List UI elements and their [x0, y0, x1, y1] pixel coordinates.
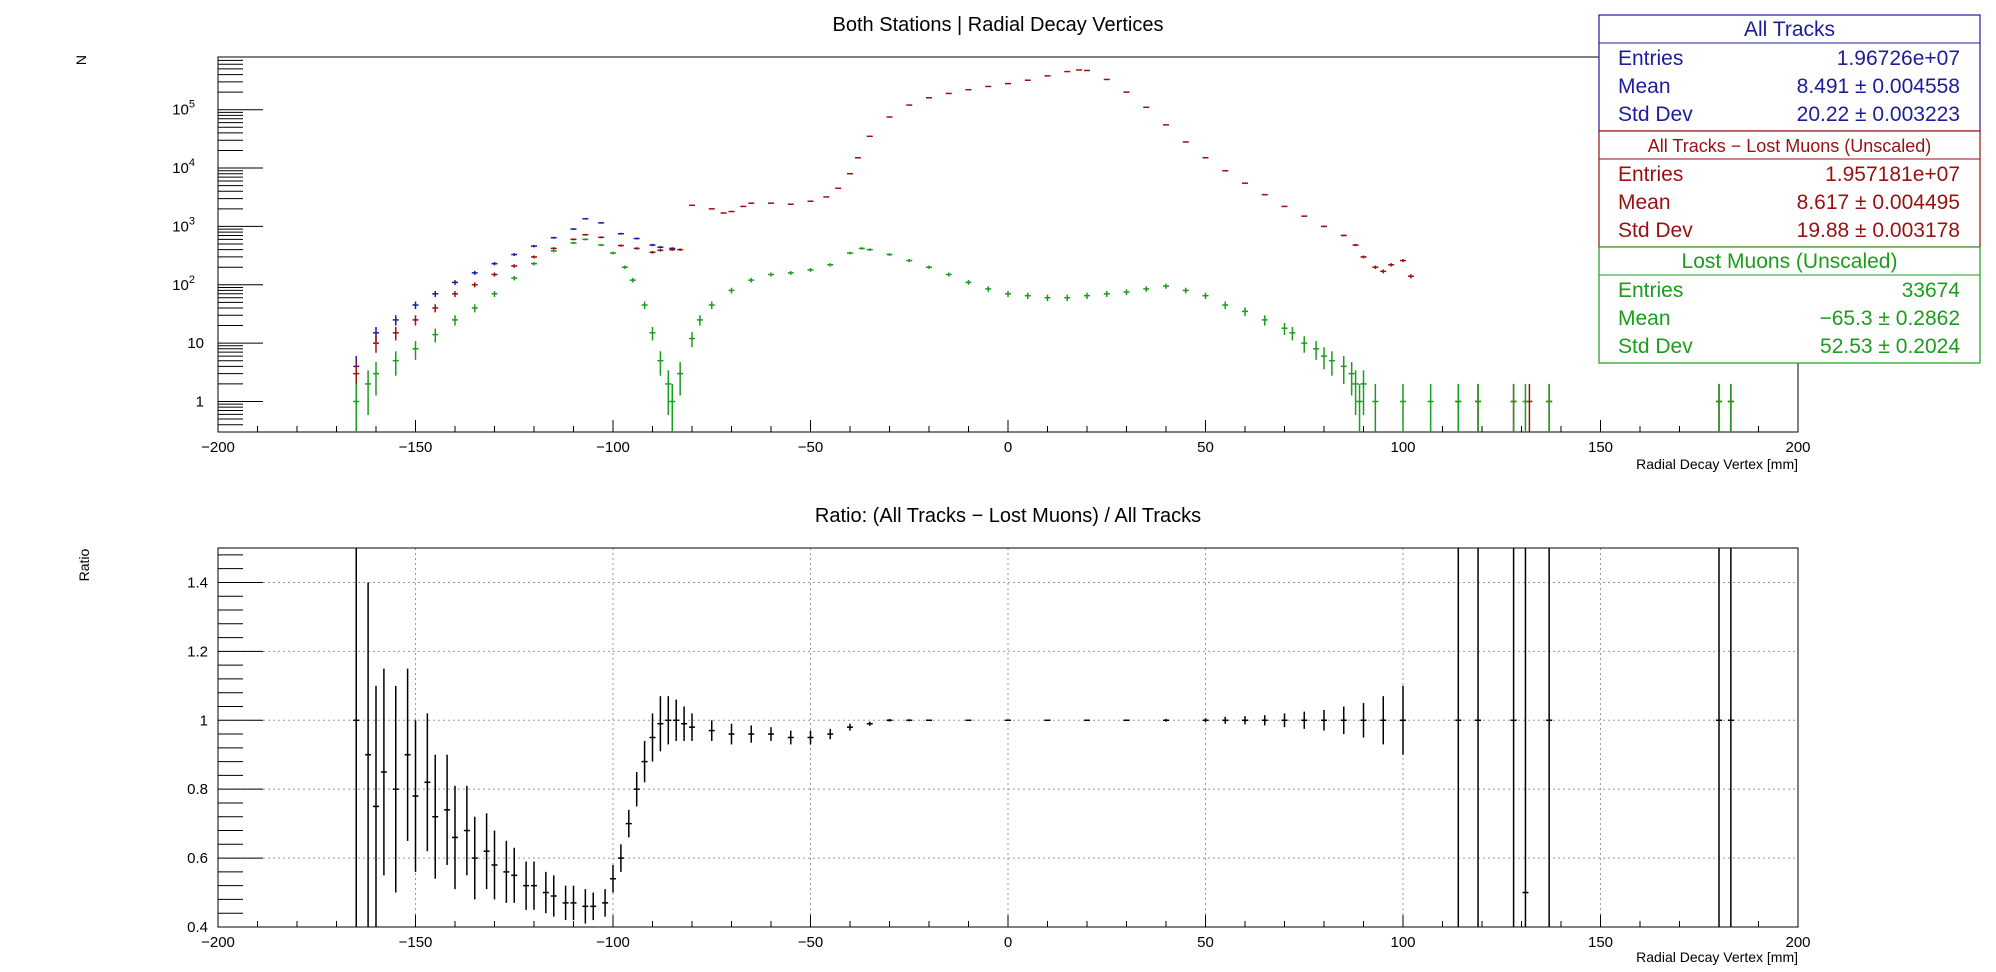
stat-row-value: 8.491 ± 0.004558 [1797, 75, 1960, 98]
bottom-y-tick-label: 1.2 [187, 643, 208, 660]
top-y-tick-label: 103 [172, 215, 195, 235]
bottom-x-axis-label: Radial Decay Vertex [mm] [1636, 949, 1798, 965]
bottom-x-tick-label: −50 [798, 934, 823, 951]
top-x-tick-label: −100 [596, 439, 630, 456]
bottom-x-tick-label: 100 [1390, 934, 1415, 951]
bottom-y-tick-label: 0.8 [187, 781, 208, 798]
top-y-axis-label: N [73, 55, 89, 65]
top-plot-frame [217, 56, 1799, 433]
bottom-x-tick-label: −200 [201, 934, 235, 951]
bottom-panel: Ratio: (All Tracks − Lost Muons) / All T… [76, 505, 1811, 965]
stat-row-value: 20.22 ± 0.003223 [1797, 103, 1960, 126]
stat-box-2 [1598, 246, 1981, 364]
top-x-tick-label: −200 [201, 439, 235, 456]
stat-row-value: 1.957181e+07 [1825, 163, 1960, 186]
top-y-tick-label: 104 [172, 157, 195, 177]
bottom-x-tick-label: 0 [1004, 934, 1012, 951]
top-panel: Both Stations | Radial Decay Vertices N … [73, 14, 1811, 472]
stat-box-title: Lost Muons (Unscaled) [1682, 250, 1898, 273]
top-x-tick-label: 50 [1197, 439, 1214, 456]
stat-box-1 [1598, 130, 1981, 248]
stat-row-label: Entries [1618, 47, 1683, 70]
top-series-0 [353, 218, 676, 384]
top-series-1 [353, 69, 1734, 432]
top-series [353, 69, 1734, 432]
stat-row-label: Entries [1618, 163, 1683, 186]
bottom-series-0 [353, 548, 1734, 927]
bottom-y-tick-label: 0.4 [187, 919, 208, 936]
bottom-x-tick-label: 150 [1588, 934, 1613, 951]
bottom-axis: −200 −150 −100 −50 0 50 100 150 200 0.4 0.6 0.8 1 1.2… [187, 554, 1811, 951]
top-y-tick-label: 1 [196, 393, 204, 410]
top-x-axis-label: Radial Decay Vertex [mm] [1636, 456, 1798, 472]
stat-box-title: All Tracks [1744, 18, 1835, 41]
bottom-x-tick-label: 50 [1197, 934, 1214, 951]
stat-row-label: Mean [1618, 75, 1671, 98]
top-x-tick-label: 200 [1785, 439, 1810, 456]
top-x-tick-label: 100 [1390, 439, 1415, 456]
stat-row-label: Std Dev [1618, 103, 1693, 126]
top-chart-title: Both Stations | Radial Decay Vertices [833, 14, 1164, 36]
top-y-tick-label: 105 [172, 99, 195, 119]
stat-row-value: 33674 [1902, 279, 1961, 302]
top-x-tick-label: −150 [399, 439, 433, 456]
stat-row-value: 8.617 ± 0.004495 [1797, 191, 1960, 214]
top-y-tick-label: 102 [172, 274, 195, 294]
stat-box-0 [1598, 14, 1981, 132]
bottom-chart-title: Ratio: (All Tracks − Lost Muons) / All T… [815, 505, 1201, 527]
top-axis: −200 −150 −100 −50 0 50 100 150 200 1 10 102 103 104 1… [172, 56, 1811, 456]
stat-row-label: Mean [1618, 307, 1671, 330]
bottom-x-tick-label: −150 [399, 934, 433, 951]
stat-row-value: 1.96726e+07 [1837, 47, 1960, 70]
stat-row-label: Std Dev [1618, 219, 1693, 242]
top-x-tick-label: 150 [1588, 439, 1613, 456]
bottom-y-axis-label: Ratio [76, 548, 92, 581]
bottom-y-tick-label: 1.4 [187, 574, 208, 591]
stat-row-value: 19.88 ± 0.003178 [1797, 219, 1960, 242]
bottom-y-tick-label: 0.6 [187, 850, 208, 867]
bottom-x-tick-label: 200 [1785, 934, 1810, 951]
top-x-tick-label: 0 [1004, 439, 1012, 456]
top-x-tick-label: −50 [798, 439, 823, 456]
statistics-legend: All Tracks Entries 1.96726e+07 Mean 8.491 ± … [1598, 14, 1981, 364]
stat-row-label: Mean [1618, 191, 1671, 214]
bottom-grid [218, 548, 1798, 927]
stat-box-title: All Tracks − Lost Muons (Unscaled) [1648, 136, 1932, 156]
bottom-series [353, 548, 1734, 927]
bottom-x-tick-label: −100 [596, 934, 630, 951]
stat-row-label: Std Dev [1618, 335, 1693, 358]
top-y-tick-label: 10 [187, 335, 204, 352]
stat-row-value: 52.53 ± 0.2024 [1820, 335, 1960, 358]
stat-row-value: −65.3 ± 0.2862 [1819, 307, 1960, 330]
top-series-2 [353, 238, 1734, 432]
bottom-y-tick-label: 1 [200, 712, 208, 729]
stat-row-label: Entries [1618, 279, 1683, 302]
